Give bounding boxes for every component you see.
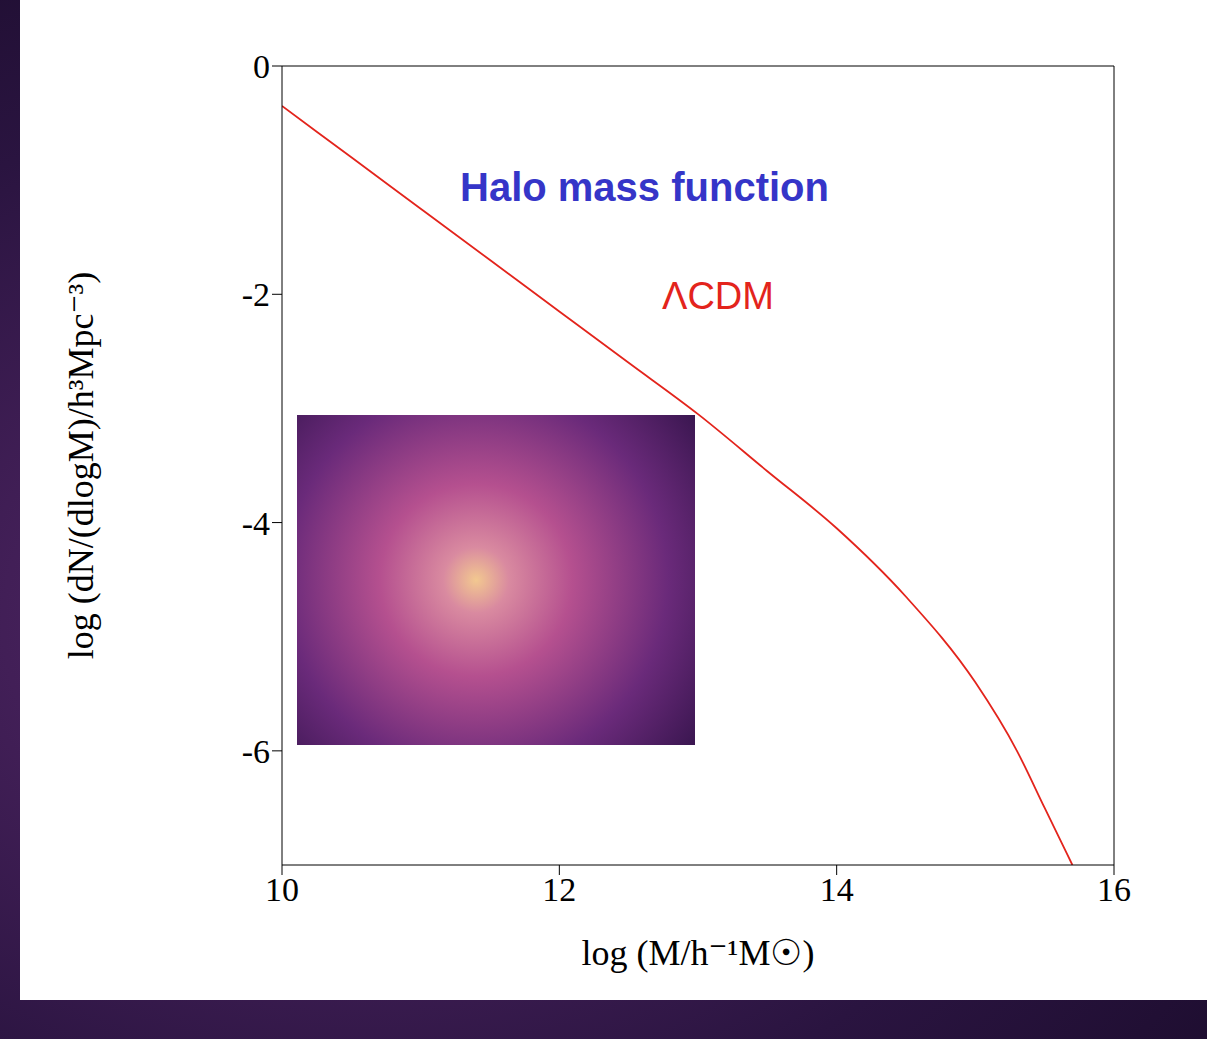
- svg-text:log (M/h⁻¹M☉): log (M/h⁻¹M☉): [582, 933, 815, 973]
- html-text:Halo mass function: Halo mass function: [460, 165, 829, 209]
- svg-text:14: 14: [820, 871, 854, 908]
- svg-text:0: 0: [253, 48, 270, 85]
- svg-text:16: 16: [1097, 871, 1131, 908]
- html-text:ΛCDM: ΛCDM: [662, 275, 774, 317]
- svg-text:-6: -6: [242, 733, 270, 770]
- svg-text:12: 12: [542, 871, 576, 908]
- svg-text:log (dN/(dlogM)/h³Mpc⁻³): log (dN/(dlogM)/h³Mpc⁻³): [61, 272, 101, 660]
- svg-text:-4: -4: [242, 505, 270, 542]
- svg-text:-2: -2: [242, 276, 270, 313]
- svg-text:10: 10: [265, 871, 299, 908]
